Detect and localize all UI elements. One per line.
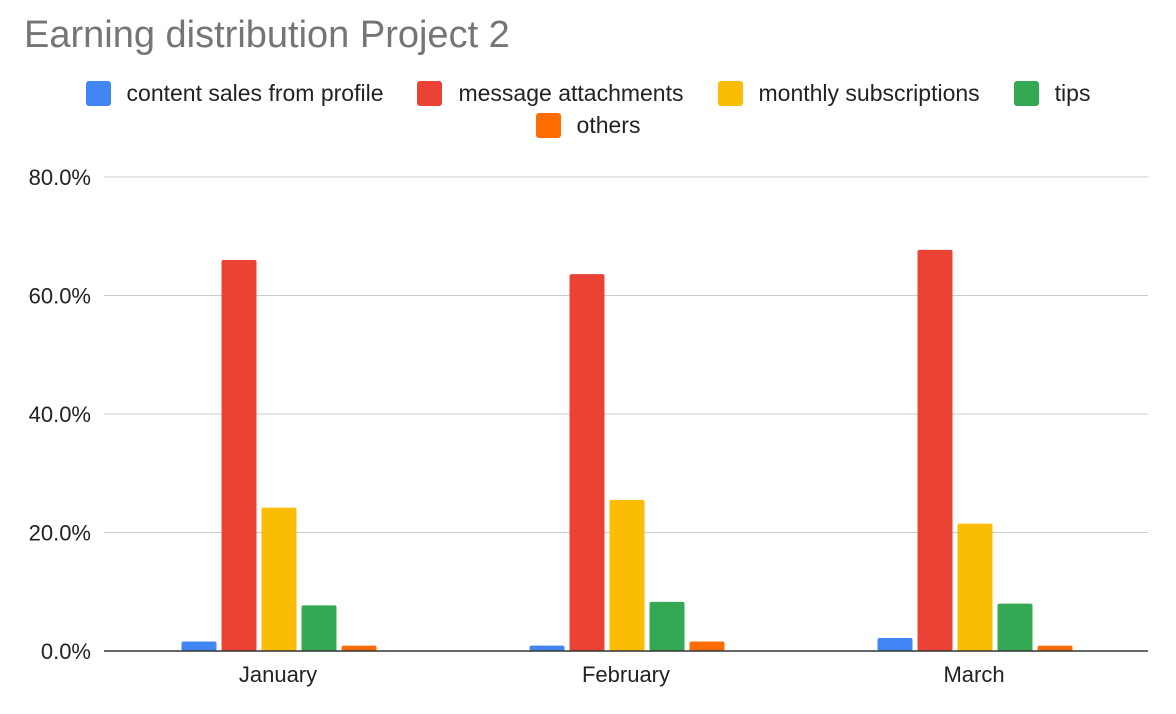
- bar: [997, 603, 1033, 651]
- legend-item-content-sales[interactable]: content sales from profile: [85, 80, 384, 107]
- bar: [181, 641, 217, 651]
- legend-item-message-attachments[interactable]: message attachments: [417, 80, 684, 107]
- bar: [609, 499, 645, 651]
- legend: content sales from profile message attac…: [0, 80, 1176, 107]
- legend-swatch: [1013, 81, 1039, 106]
- bar: [569, 274, 605, 651]
- legend-label: message attachments: [458, 80, 684, 106]
- chart-title: Earning distribution Project 2: [24, 14, 510, 56]
- legend-swatch: [535, 113, 561, 138]
- bar: [689, 641, 725, 651]
- x-tick-label: March: [943, 662, 1004, 687]
- legend-item-monthly-subscriptions[interactable]: monthly subscriptions: [717, 80, 980, 107]
- bar: [529, 645, 565, 651]
- legend-swatch: [417, 81, 443, 106]
- y-tick-label: 80.0%: [29, 165, 91, 190]
- legend-row-2: others: [0, 112, 1176, 139]
- x-tick-label: January: [239, 662, 317, 687]
- bar: [341, 645, 377, 651]
- bar: [957, 523, 993, 651]
- legend-swatch: [717, 81, 743, 106]
- bar: [917, 249, 953, 651]
- legend-label: content sales from profile: [126, 80, 384, 106]
- legend-label: monthly subscriptions: [758, 80, 980, 106]
- legend-label: tips: [1054, 80, 1091, 106]
- bar: [1037, 645, 1073, 651]
- bar: [877, 637, 913, 651]
- legend-item-tips[interactable]: tips: [1013, 80, 1091, 107]
- bar: [261, 507, 297, 651]
- bar: [221, 259, 257, 651]
- y-tick-label: 60.0%: [29, 284, 91, 309]
- legend-label: others: [576, 112, 641, 138]
- y-tick-label: 20.0%: [29, 521, 91, 546]
- y-tick-label: 40.0%: [29, 402, 91, 427]
- y-tick-label: 0.0%: [41, 639, 91, 664]
- bar: [649, 601, 685, 651]
- legend-item-others[interactable]: others: [535, 112, 641, 139]
- x-tick-label: February: [582, 662, 670, 687]
- legend-swatch: [85, 81, 111, 106]
- bar: [301, 605, 337, 651]
